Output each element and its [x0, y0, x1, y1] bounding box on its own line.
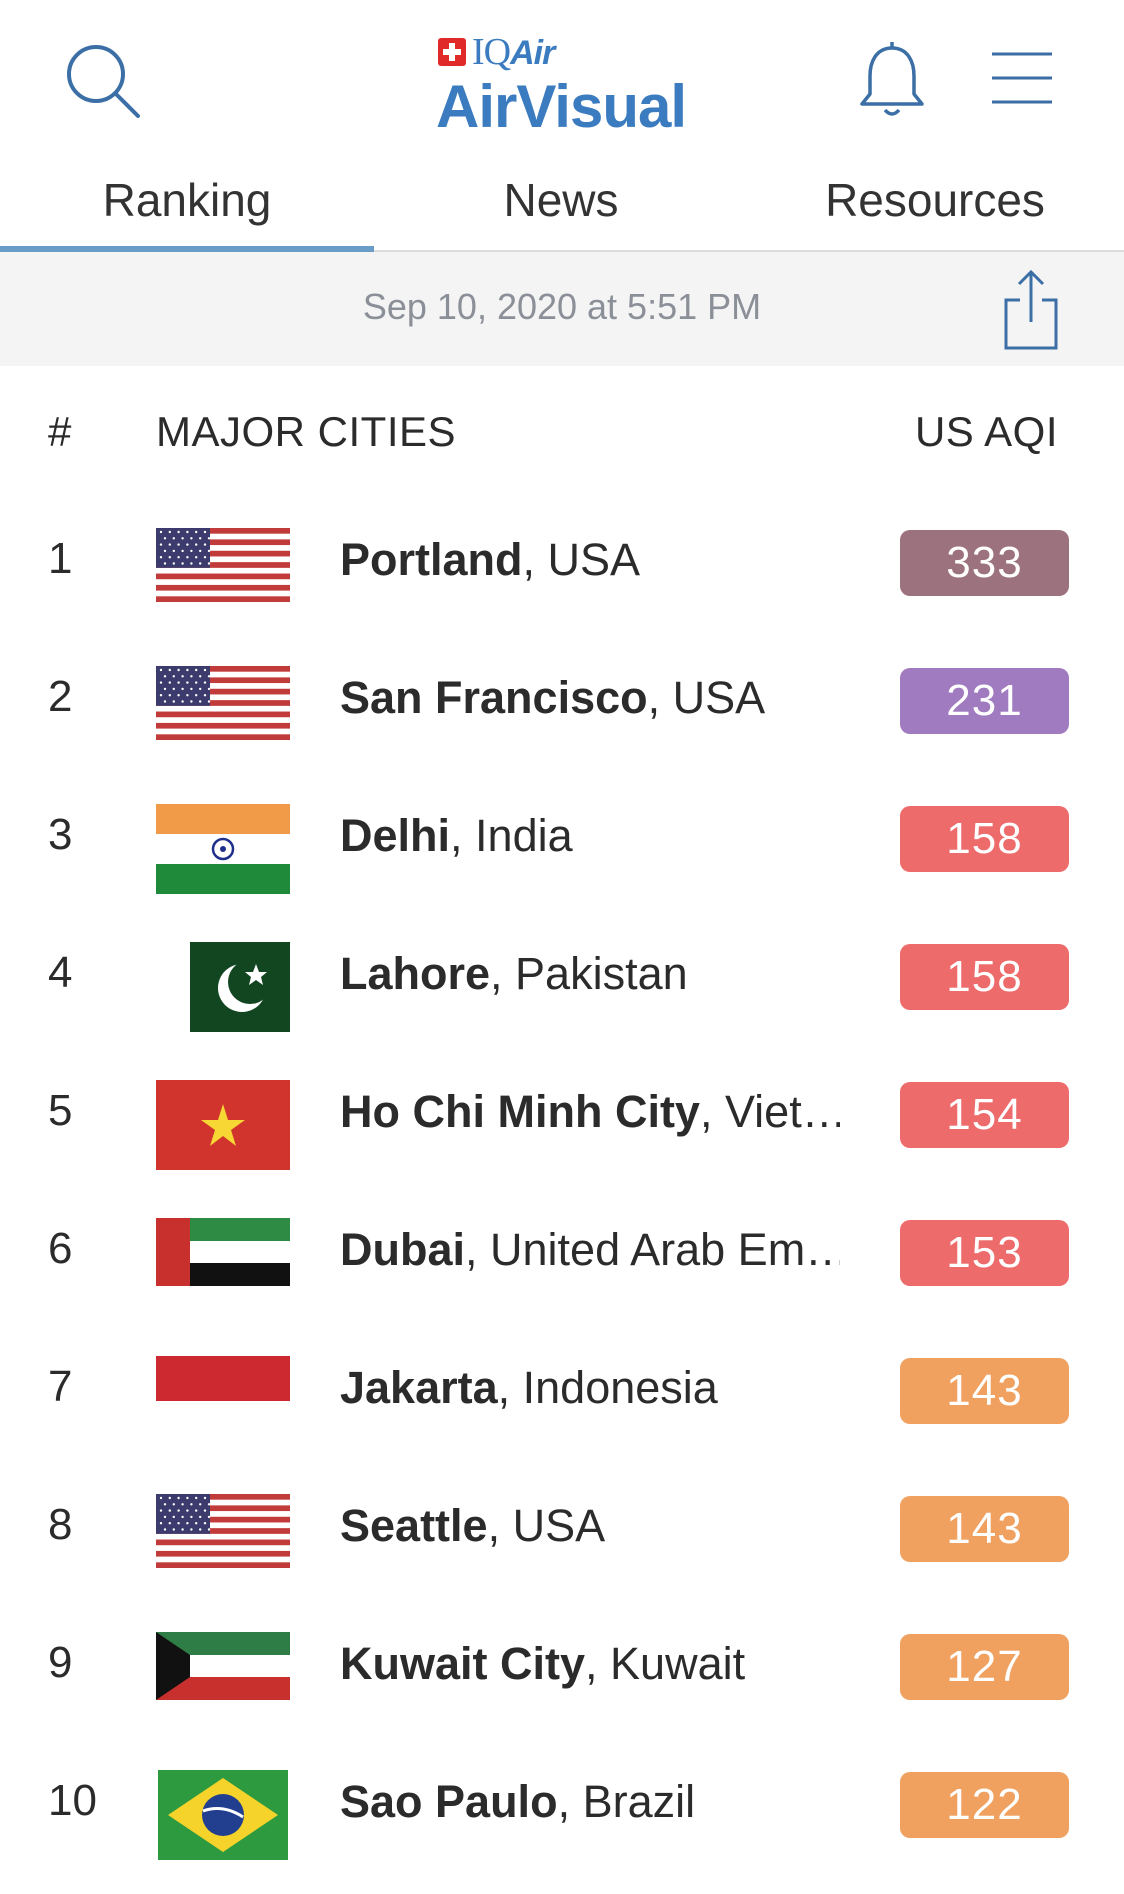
tab-bar: Ranking News Resources [0, 160, 1124, 252]
aqi-badge: 154 [900, 1082, 1069, 1148]
iqair-wordmark: IQAir [438, 31, 555, 73]
logo-main-text: AirVisual [436, 73, 687, 140]
country-label: Brazil [582, 1776, 696, 1827]
bell-icon[interactable] [852, 38, 932, 122]
app-header: IQAir AirVisual [0, 0, 1124, 160]
city-label: Delhi [340, 810, 451, 861]
rank-number: 10 [48, 1776, 97, 1825]
city-name: Lahore, Pakistan [340, 948, 688, 999]
rank-column-header: # [48, 408, 72, 455]
rank-number: 6 [48, 1224, 73, 1273]
aqi-column-header: US AQI [914, 408, 1058, 455]
rank-number: 4 [48, 948, 73, 997]
rank-number: 7 [48, 1362, 73, 1411]
iqair-airvisual-logo: IQAir AirVisual [430, 28, 710, 140]
aqi-badge: 143 [900, 1358, 1069, 1424]
ranking-row[interactable]: 2 San Francisco, USA 231 [0, 636, 1124, 774]
country-label: India [475, 810, 573, 861]
indonesia-flag-icon [156, 1356, 290, 1446]
rank-number: 2 [48, 672, 73, 721]
city-label: Dubai [340, 1224, 466, 1275]
rank-number: 1 [48, 534, 73, 583]
hamburger-menu-icon[interactable] [986, 46, 1058, 110]
ranking-row[interactable]: 6 Dubai, United Arab Em… 153 [0, 1188, 1124, 1326]
city-name: Portland, USA [340, 534, 641, 585]
country-label: USA [547, 534, 641, 585]
city-label: Sao Paulo [340, 1776, 558, 1827]
city-name: Sao Paulo, Brazil [340, 1776, 696, 1827]
ranking-row[interactable]: 10 Sao Paulo, Brazil 122 [0, 1740, 1124, 1878]
city-label: Portland [340, 534, 523, 585]
pakistan-flag-icon [190, 942, 290, 1032]
city-name: Delhi, India [340, 810, 573, 861]
uae-flag-icon [156, 1218, 290, 1286]
rank-number: 3 [48, 810, 73, 859]
country-label: Indonesia [522, 1362, 718, 1413]
country-label: USA [672, 672, 766, 723]
share-icon[interactable] [1000, 266, 1062, 352]
rank-number: 5 [48, 1086, 73, 1135]
ranking-row[interactable]: 8 Seattle, USA 143 [0, 1464, 1124, 1602]
swiss-cross-icon [438, 38, 466, 66]
city-label: Jakarta [340, 1362, 498, 1413]
date-bar: Sep 10, 2020 at 5:51 PM [0, 252, 1124, 366]
update-timestamp: Sep 10, 2020 at 5:51 PM [362, 286, 762, 327]
rank-number: 8 [48, 1500, 73, 1549]
city-name: Ho Chi Minh City, Viet… [340, 1086, 840, 1138]
vietnam-flag-icon [156, 1080, 290, 1170]
ranking-column-headers: # MAJOR CITIES US AQI [0, 366, 1124, 496]
city-label: Kuwait City [340, 1638, 586, 1689]
country-label: Viet… [724, 1086, 840, 1137]
city-label: Seattle [340, 1500, 488, 1551]
logo-top-text: IQ [472, 31, 511, 73]
india-flag-icon [156, 804, 290, 894]
tab-news[interactable]: News [503, 174, 619, 226]
city-column-header: MAJOR CITIES [156, 408, 457, 455]
aqi-badge: 231 [900, 668, 1069, 734]
city-label: San Francisco [340, 672, 648, 723]
tab-ranking[interactable]: Ranking [0, 160, 374, 252]
ranking-row[interactable]: 5 Ho Chi Minh City, Viet… 154 [0, 1050, 1124, 1188]
ranking-row[interactable]: 1 Portland, USA 333 [0, 498, 1124, 636]
country-label: Kuwait [610, 1638, 746, 1689]
search-icon[interactable] [60, 38, 144, 122]
rank-number: 9 [48, 1638, 73, 1687]
country-label: United Arab Em… [490, 1224, 840, 1275]
aqi-badge: 158 [900, 806, 1069, 872]
country-label: USA [512, 1500, 606, 1551]
aqi-badge: 127 [900, 1634, 1069, 1700]
ranking-row[interactable]: 9 Kuwait City, Kuwait 127 [0, 1602, 1124, 1740]
usa-flag-icon [156, 666, 290, 740]
city-name: San Francisco, USA [340, 672, 766, 723]
aqi-badge: 143 [900, 1496, 1069, 1562]
city-name: Jakarta, Indonesia [340, 1362, 718, 1413]
ranking-row[interactable]: 3 Delhi, India 158 [0, 774, 1124, 912]
aqi-badge: 158 [900, 944, 1069, 1010]
usa-flag-icon [156, 1494, 290, 1568]
aqi-badge: 122 [900, 1772, 1069, 1838]
ranking-row[interactable]: 7 Jakarta, Indonesia 143 [0, 1326, 1124, 1464]
city-label: Ho Chi Minh City [340, 1086, 700, 1137]
brazil-flag-icon [158, 1770, 288, 1860]
tab-resources[interactable]: Resources [825, 174, 1045, 226]
kuwait-flag-icon [156, 1632, 290, 1700]
aqi-badge: 153 [900, 1220, 1069, 1286]
aqi-badge: 333 [900, 530, 1069, 596]
city-name: Kuwait City, Kuwait [340, 1638, 746, 1689]
city-name: Seattle, USA [340, 1500, 606, 1551]
city-label: Lahore [340, 948, 491, 999]
ranking-row[interactable]: 4 Lahore, Pakistan 158 [0, 912, 1124, 1050]
country-label: Pakistan [515, 948, 688, 999]
logo-top-italic-text: Air [510, 34, 555, 72]
usa-flag-icon [156, 528, 290, 602]
city-name: Dubai, United Arab Em… [340, 1224, 840, 1276]
